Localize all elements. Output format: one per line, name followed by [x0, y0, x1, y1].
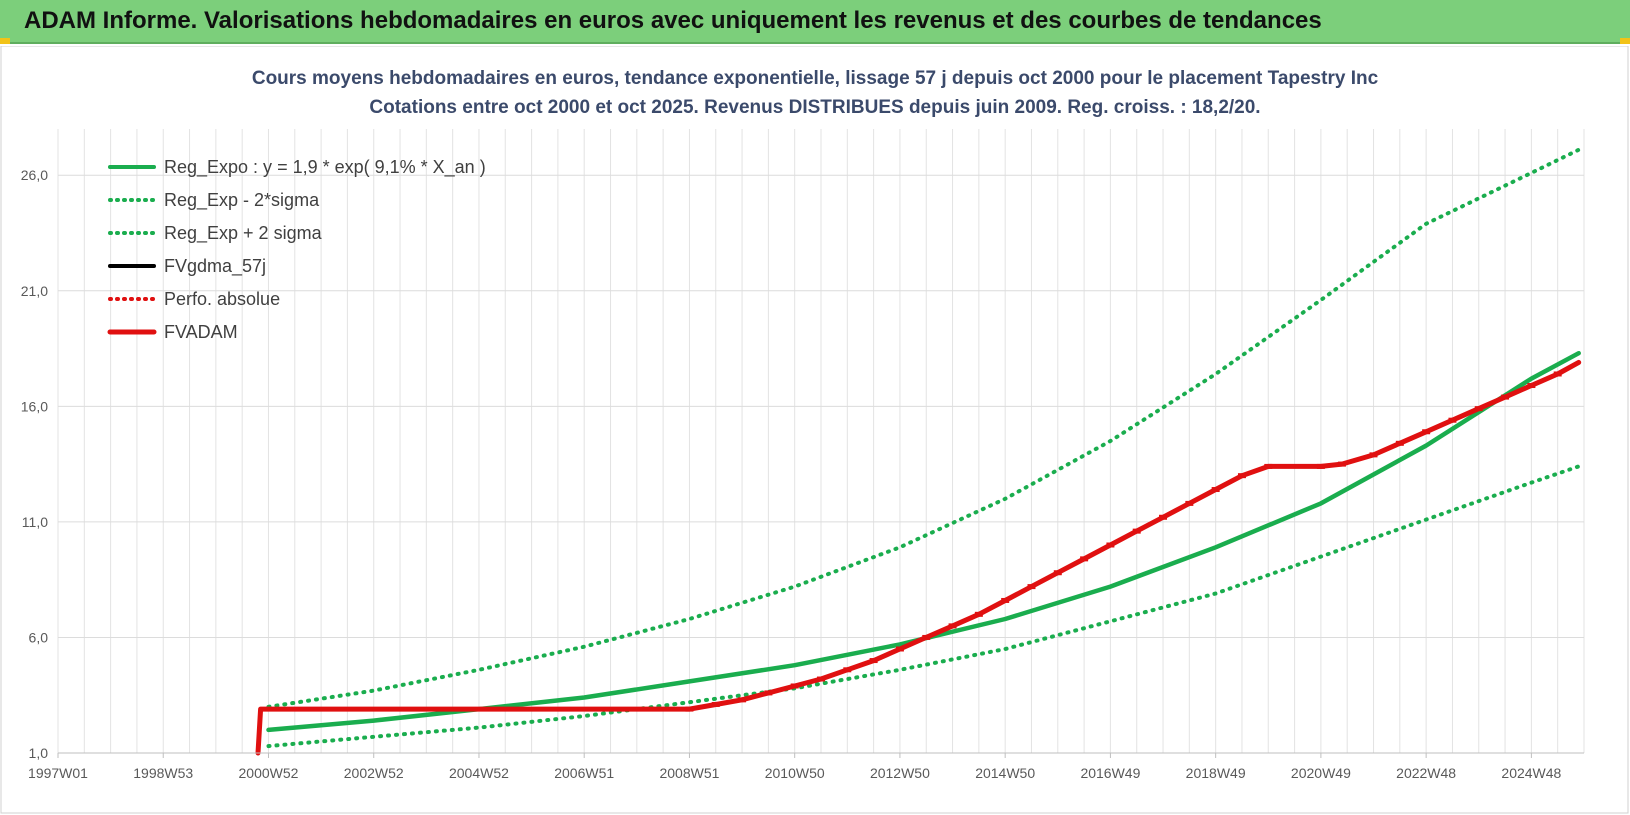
x-tick-label: 2002W52: [344, 765, 404, 781]
legend-label-1: Reg_Exp - 2*sigma: [164, 190, 320, 211]
series-line-1: [266, 464, 1581, 749]
legend-label-0: Reg_Expo : y = 1,9 * exp( 9,1% * X_an ): [164, 157, 486, 178]
legend-label-3: FVgdma_57j: [164, 256, 266, 277]
legend-label-4: Perfo. absolue: [164, 289, 280, 309]
x-tick-label: 2008W51: [659, 765, 719, 781]
y-tick-label: 1,0: [29, 745, 49, 761]
x-tick-label: 1998W53: [133, 765, 193, 781]
chart: Cours moyens hebdomadaires en euros, ten…: [0, 46, 1629, 814]
legend: Reg_Expo : y = 1,9 * exp( 9,1% * X_an ) R…: [107, 157, 486, 342]
y-tick-label: 26,0: [21, 167, 48, 183]
x-tick-label: 2014W50: [975, 765, 1035, 781]
chart-subtitle: Cotations entre oct 2000 et oct 2025. Re…: [369, 97, 1260, 118]
x-tick-label: 2016W49: [1080, 765, 1140, 781]
x-tick-label: 2012W50: [870, 765, 930, 781]
grid-lines: [57, 129, 1585, 754]
legend-label-5: FVADAM: [164, 322, 238, 342]
x-tick-label: 2006W51: [554, 765, 614, 781]
corner-marker: [1620, 38, 1630, 44]
report-banner: ADAM Informe. Valorisations hebdomadaire…: [0, 0, 1630, 44]
x-tick-label: 2024W48: [1501, 765, 1561, 781]
corner-marker: [0, 38, 10, 44]
report-title: ADAM Informe. Valorisations hebdomadaire…: [24, 7, 1322, 34]
series-line-2: [266, 147, 1581, 709]
chart-title: Cours moyens hebdomadaires en euros, ten…: [252, 68, 1379, 89]
y-tick-label: 16,0: [21, 398, 48, 414]
x-tick-label: 2000W52: [239, 765, 299, 781]
x-tick-label: 2018W49: [1186, 765, 1246, 781]
axes: 1,0 6,0 11,0 16,0 21,0 26,0 1997W01 1998W53 2000…: [21, 167, 1584, 781]
x-tick-label: 2020W49: [1291, 765, 1351, 781]
chart-border: [0, 46, 1629, 814]
series-line-5: [255, 359, 1582, 756]
y-tick-label: 6,0: [29, 629, 49, 645]
x-tick-label: 2004W52: [449, 765, 509, 781]
x-tick-label: 1997W01: [28, 765, 88, 781]
y-tick-label: 11,0: [22, 514, 48, 530]
x-tick-label: 2010W50: [765, 765, 825, 781]
y-tick-label: 21,0: [21, 283, 48, 299]
x-tick-label: 2022W48: [1396, 765, 1456, 781]
legend-label-2: Reg_Exp + 2 sigma: [164, 223, 323, 244]
series-group: [255, 147, 1582, 756]
